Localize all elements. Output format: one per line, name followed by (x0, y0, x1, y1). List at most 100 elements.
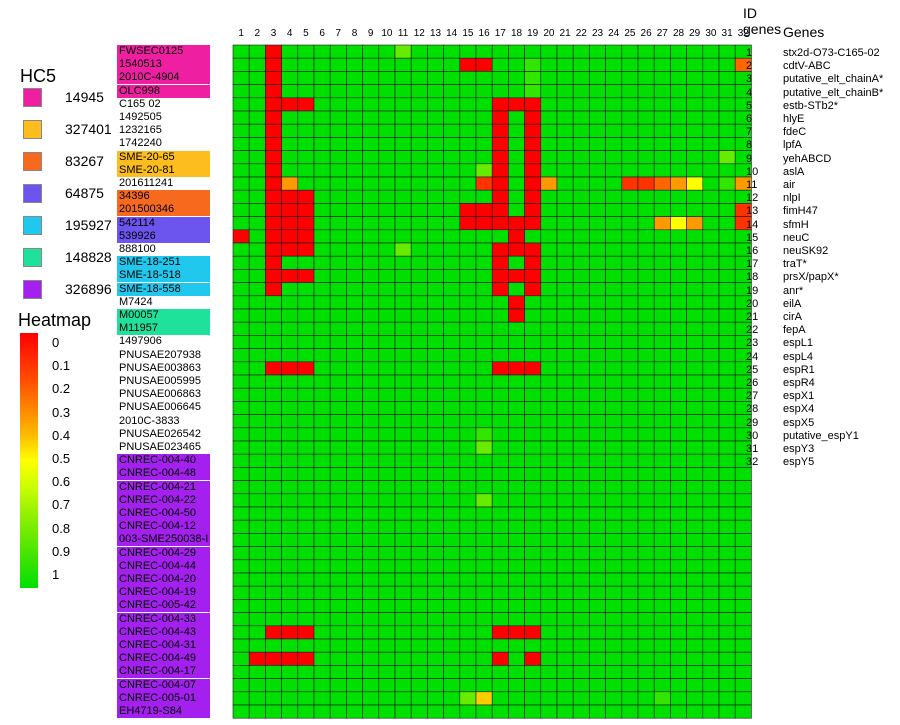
heatmap-cell (475, 255, 493, 270)
heatmap-cell (524, 599, 542, 613)
heatmap-cell (427, 361, 444, 376)
heatmap-cell (621, 519, 639, 534)
heatmap-cell (670, 414, 687, 429)
heatmap-cell (686, 176, 704, 191)
heatmap-cell (556, 110, 574, 125)
heatmap-cell (702, 625, 720, 640)
heatmap-cell (329, 387, 347, 402)
heatmap-cell (346, 216, 363, 231)
heatmap-cell (394, 150, 412, 165)
heatmap-cell (313, 533, 331, 547)
heatmap-cell (637, 387, 655, 402)
heatmap-cell (734, 691, 752, 706)
heatmap-cell (394, 691, 412, 706)
heatmap-cell (443, 189, 461, 204)
heatmap-cell (589, 137, 606, 151)
heatmap-cell (410, 533, 428, 547)
heatmap-cell (508, 295, 525, 310)
heatmap-cell (702, 585, 720, 600)
gene-id: 12 (746, 192, 759, 205)
heatmap-cell (653, 493, 671, 508)
heatmap-cell (653, 150, 671, 165)
heatmap-cell (540, 374, 558, 389)
heatmap-cell (556, 678, 574, 693)
heatmap-cell (670, 203, 687, 217)
heatmap-cell (589, 480, 606, 495)
heatmap-cell (459, 110, 477, 125)
heatmap-cell (265, 176, 282, 191)
heatmap-cell (621, 506, 639, 521)
heatmap-cell (653, 691, 671, 706)
heatmap-cell (621, 414, 639, 429)
heatmap-cell (248, 269, 266, 283)
heatmap-cell (702, 84, 720, 99)
heatmap-cell (297, 414, 315, 429)
heatmap-cell (329, 110, 347, 125)
heatmap-cell (621, 308, 639, 323)
heatmap-cell (605, 44, 623, 59)
heatmap-cell (589, 321, 606, 336)
heatmap-cell (605, 559, 623, 574)
heatmap-cell (427, 348, 444, 363)
heatmap-cell (378, 559, 396, 574)
heatmap-cell (686, 440, 704, 455)
heatmap-cell (670, 453, 687, 468)
heatmap-cell (637, 203, 655, 217)
heatmap-cell (637, 189, 655, 204)
row-label: 003-SME250038-I (117, 533, 210, 547)
heatmap-cell (248, 467, 266, 481)
heatmap-cell (232, 282, 250, 297)
heatmap-cell (281, 163, 299, 178)
gene-id: 19 (746, 284, 759, 297)
heatmap-cell (459, 348, 477, 363)
heatmap-cell (718, 493, 736, 508)
heatmap-cell (670, 651, 687, 666)
heatmap-cell (605, 269, 623, 283)
heatmap-cell (459, 678, 477, 693)
legend-label: 14945 (65, 89, 104, 105)
heatmap-cell (346, 242, 363, 257)
row-label: 1742240 (119, 137, 162, 150)
heatmap-cell (572, 242, 590, 257)
heatmap-cell (248, 678, 266, 693)
heatmap-cell (589, 691, 606, 706)
heatmap-cell (346, 97, 363, 112)
heatmap-cell (702, 638, 720, 653)
heatmap-cell (621, 321, 639, 336)
heatmap-cell (637, 163, 655, 178)
heatmap-cell (297, 84, 315, 99)
heatmap-cell (653, 585, 671, 600)
heatmap-cell (378, 216, 396, 231)
heatmap-cell (459, 216, 477, 231)
heatmap-cell (572, 480, 590, 495)
heatmap-cell (572, 71, 590, 85)
heatmap-cell (556, 585, 574, 600)
heatmap-cell (621, 269, 639, 283)
heatmap-cell (265, 97, 282, 112)
gene-name: sfmH (783, 218, 809, 231)
heatmap-cell (475, 123, 493, 138)
heatmap-cell (427, 401, 444, 415)
heatmap-cell (410, 269, 428, 283)
heatmap-cell (670, 467, 687, 481)
column-number: 18 (510, 28, 523, 39)
heatmap-cell (686, 638, 704, 653)
heatmap-cell (734, 546, 752, 561)
heatmap-cell (508, 176, 525, 191)
heatmap-cell (297, 242, 315, 257)
gene-name: fdeC (783, 126, 807, 139)
heatmap-cell (508, 321, 525, 336)
heatmap-cell (540, 110, 558, 125)
heatmap-cell (540, 269, 558, 283)
heatmap-cell (653, 414, 671, 429)
gene-id: 20 (746, 297, 759, 310)
gene-name: espR1 (783, 363, 815, 376)
heatmap-cell (378, 678, 396, 693)
heatmap-cell (508, 84, 525, 99)
column-number: 32 (737, 28, 749, 39)
heatmap-cell (686, 546, 704, 561)
heatmap-cell (248, 625, 266, 640)
heatmap-cell (410, 585, 428, 600)
heatmap-cell (734, 506, 752, 521)
row-label: CNREC-004-44 (117, 559, 210, 573)
